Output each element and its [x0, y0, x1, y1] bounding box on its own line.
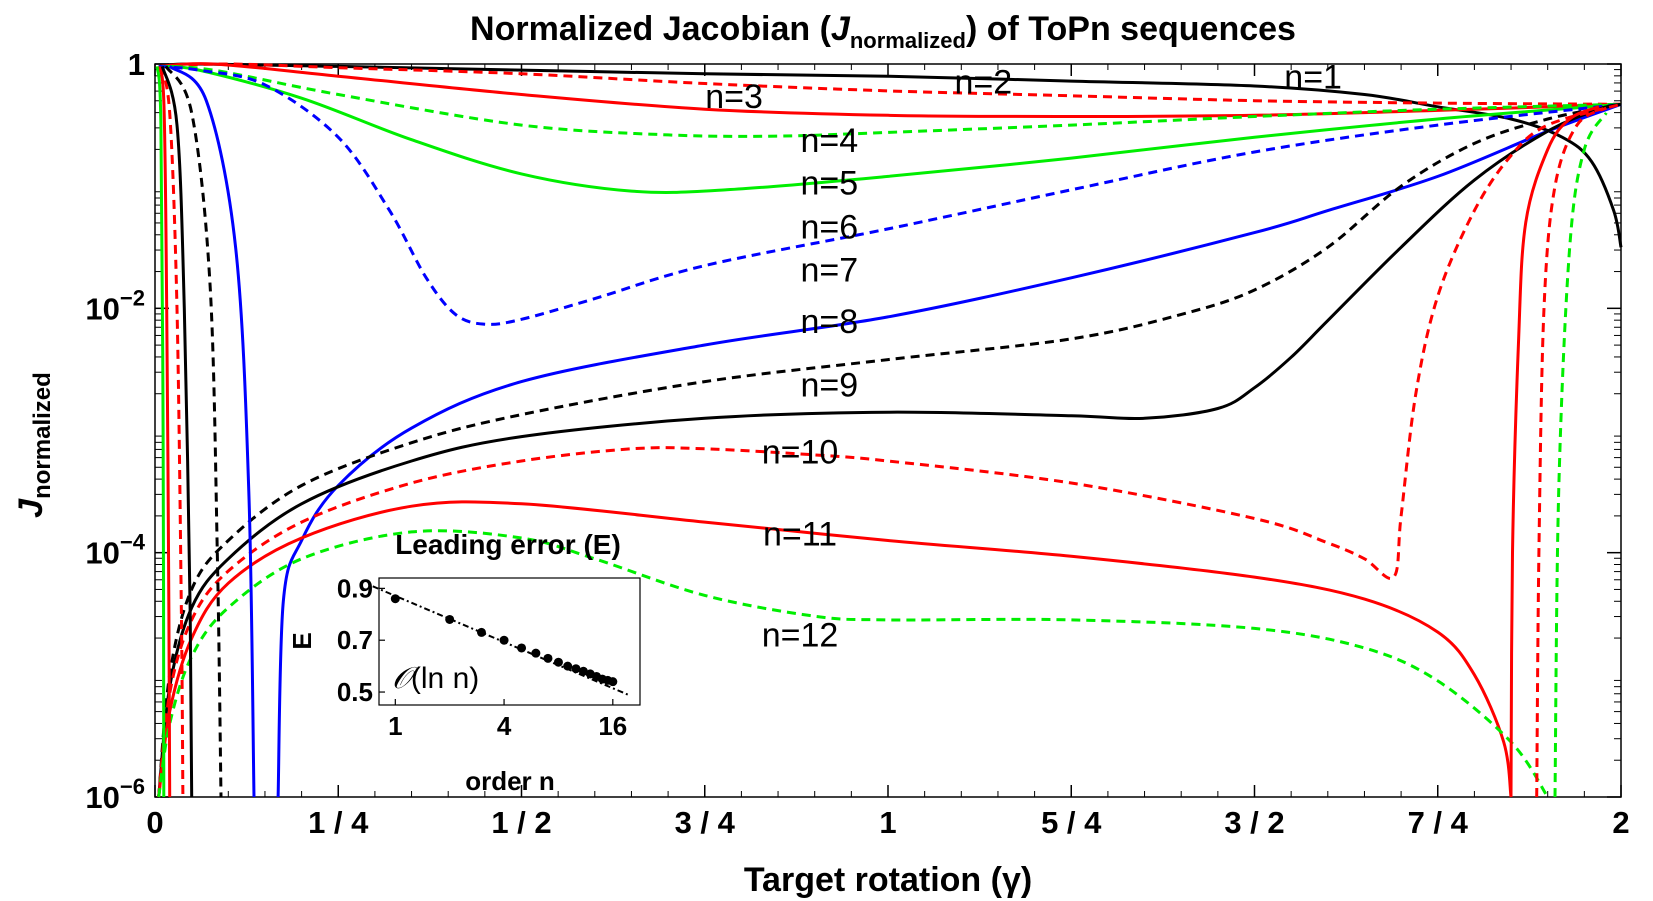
series-line-n5 [158, 64, 1622, 194]
y-tick-base: 10 [85, 291, 119, 326]
inset-leading-error: Leading error (E) 1 4 160.90.70.5 𝒪(ln n) … [287, 529, 641, 796]
series-line-n1 [158, 62, 1623, 248]
series-branch [164, 65, 223, 798]
y-tick-base: 1 [128, 47, 145, 82]
inset-title: Leading error (E) [395, 529, 621, 560]
curve-label: n=7 [801, 251, 859, 289]
inset-y-tick-label: 0.5 [337, 677, 373, 707]
y-tick-label: 1 [128, 47, 145, 82]
y-tick-exponent: −2 [120, 285, 145, 310]
series-branch [1535, 106, 1608, 798]
inset-x-label: order n [465, 766, 555, 796]
inset-data-point [445, 614, 455, 624]
inset-fit-line [372, 585, 631, 697]
inset-data-point [476, 627, 486, 637]
series-line-n4 [158, 64, 1622, 138]
inset-data-point [578, 666, 588, 676]
x-axis-label: Target rotation (γ) [744, 861, 1032, 899]
inset-y-label: E [287, 632, 317, 649]
series-branch [155, 66, 166, 798]
inset-data-point [390, 594, 400, 604]
series-line-n10 [157, 102, 1622, 798]
curve-label: n=1 [1284, 58, 1342, 96]
series-line-n3 [158, 62, 1622, 118]
y-axis-label: Jnormalized [12, 372, 56, 518]
series-group [155, 62, 1623, 798]
series-branch [1553, 112, 1608, 798]
series-line-n8 [157, 102, 1622, 798]
y-tick-base: 10 [85, 536, 119, 571]
inset-data-point [543, 653, 553, 663]
y-tick-exponent: −6 [120, 774, 145, 799]
curve-label: n=5 [801, 165, 859, 203]
curve-label: n=3 [705, 78, 763, 116]
y-tick-label: 10−4 [85, 530, 145, 571]
inset-y-tick-label: 0.9 [337, 573, 373, 603]
inset-data-point [517, 643, 527, 653]
series-line-n2 [158, 62, 1622, 106]
inset-data-point [531, 648, 541, 658]
inset-background [378, 577, 641, 706]
inset-fit-line [372, 585, 631, 697]
series-branch [168, 65, 256, 798]
curve-label: n=10 [762, 433, 839, 471]
x-tick-label: 3 / 2 [1224, 805, 1284, 840]
inset-annotation: 𝒪(ln n) [392, 662, 479, 695]
curve-label: n=8 [801, 303, 859, 341]
series-branch [156, 65, 172, 798]
series-line-n11 [157, 500, 1513, 798]
x-axis-ticks: 0 1 / 4 1 / 2 3 / 4 1 5 / 4 3 / 2 7 / 4 2 [146, 64, 1630, 840]
x-tick-label: 7 / 4 [1408, 805, 1469, 840]
y-axis-ticks: 110−210−410−6 [85, 47, 1621, 815]
inset-data-point [563, 661, 573, 671]
chart-title: Normalized Jacobian (Jnormalized) of ToP… [470, 10, 1296, 53]
inset-x-tick-label: 16 [598, 711, 627, 741]
x-tick-label: 1 / 2 [491, 805, 551, 840]
x-tick-label: 3 / 4 [675, 805, 736, 840]
inset-x-tick-label: 1 [388, 711, 402, 741]
y-tick-label: 10−6 [85, 774, 145, 815]
x-tick-label: 2 [1612, 805, 1629, 840]
inset-data-point [553, 657, 563, 667]
series-line-n12 [157, 529, 1549, 798]
series-branch [1509, 105, 1600, 798]
y-tick-base: 10 [85, 780, 119, 815]
x-tick-label: 0 [146, 805, 163, 840]
x-tick-label: 1 / 4 [308, 805, 369, 840]
y-tick-label: 10−2 [85, 285, 145, 326]
series-line-n6 [158, 64, 1622, 326]
curve-label: n=4 [801, 122, 859, 160]
inset-ticks: 1 4 16 0.9 0.7 0.5 [337, 573, 627, 741]
curve-label: n=9 [801, 366, 859, 404]
inset-x-tick-label: 4 [497, 711, 512, 741]
series-branch [158, 66, 185, 798]
curve-label: n=11 [763, 515, 837, 553]
inset-y-tick-label: 0.7 [337, 625, 373, 655]
series-line-n9 [157, 102, 1622, 798]
curve-label: n=6 [801, 209, 859, 247]
plot-frame [154, 63, 1622, 798]
series-branch [160, 65, 194, 798]
curve-label: n=2 [954, 63, 1012, 101]
series-line-n7 [276, 102, 1622, 798]
x-tick-label: 5 / 4 [1041, 805, 1102, 840]
inset-data-point [608, 677, 618, 687]
inset-data-point [571, 664, 581, 674]
curve-labels: n=1 n=2 n=3 n=4 n=5 n=6 n=7 n=8 n=9 n=10 n=11 n=12 [705, 58, 1342, 654]
y-tick-exponent: −4 [120, 530, 146, 555]
x-tick-label: 1 [879, 805, 896, 840]
curve-label: n=12 [762, 617, 839, 655]
inset-points [390, 594, 618, 687]
inset-data-point [499, 635, 509, 645]
